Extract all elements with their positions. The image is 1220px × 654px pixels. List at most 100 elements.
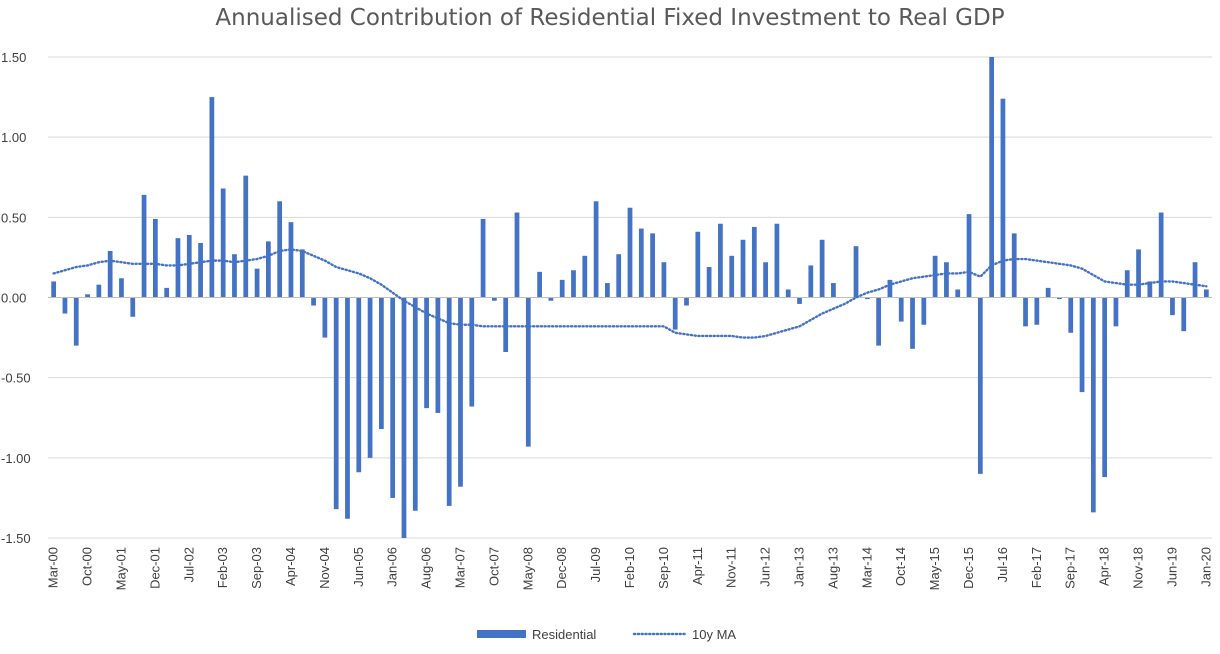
bar-residential <box>718 223 723 298</box>
bar-residential <box>265 241 271 298</box>
bar-residential <box>1011 233 1017 298</box>
bar-residential <box>367 297 373 458</box>
bar-residential <box>232 254 237 298</box>
x-tick-label: Sep-03 <box>249 547 264 589</box>
bar-residential <box>141 194 147 298</box>
x-tick-label: Feb-10 <box>622 547 637 588</box>
bar-residential <box>209 97 215 298</box>
bar-residential <box>729 255 735 298</box>
x-tick-label: Aug-06 <box>419 547 434 589</box>
bar-residential <box>966 214 972 298</box>
bar-residential <box>186 234 192 298</box>
bar-residential <box>96 284 102 298</box>
bar-residential <box>164 287 170 298</box>
bar-residential <box>1192 262 1198 298</box>
x-tick-label: May-01 <box>113 547 128 590</box>
bar-residential <box>695 231 701 298</box>
bar-residential <box>1102 297 1108 478</box>
bar-residential <box>525 297 531 447</box>
x-tick-label: Oct-00 <box>80 547 95 586</box>
bar-residential <box>797 297 802 304</box>
x-tick-label: Mar-14 <box>859 547 874 588</box>
bar-residential <box>1181 297 1187 332</box>
bar-residential <box>932 255 938 298</box>
x-tick-label: Apr-18 <box>1097 547 1112 586</box>
bar-residential <box>1147 281 1153 298</box>
bar-residential <box>1158 212 1164 298</box>
bar-residential <box>220 188 226 298</box>
y-tick-label: -1.00 <box>1 451 31 466</box>
bar-residential <box>119 278 124 298</box>
bar-residential <box>435 297 441 413</box>
bar-residential <box>1090 297 1096 513</box>
bar-residential <box>706 267 712 298</box>
bar-residential <box>412 297 418 511</box>
x-tick-label: Apr-11 <box>690 547 705 585</box>
bar-residential <box>650 233 655 298</box>
bar-residential <box>85 294 90 298</box>
bar-residential <box>1057 297 1062 300</box>
ma-line-layer <box>52 248 1208 339</box>
x-tick-label: Feb-03 <box>215 547 230 588</box>
bar-residential <box>390 297 396 498</box>
bar-residential <box>605 283 610 298</box>
bar-residential <box>593 201 599 298</box>
bar-residential <box>876 297 881 346</box>
x-tick-label: Dec-15 <box>961 547 976 589</box>
x-tick-label: Nov-04 <box>317 547 332 589</box>
bar-residential <box>333 297 339 510</box>
x-tick-label: Jan-06 <box>385 547 400 587</box>
bar-residential <box>379 297 384 429</box>
bar-residential <box>73 297 79 346</box>
bar-residential <box>299 249 305 298</box>
bar-residential <box>401 297 407 538</box>
bar-residential <box>1170 297 1175 316</box>
bar-residential <box>537 271 542 298</box>
bar-residential <box>254 268 260 298</box>
bar-residential <box>921 297 927 325</box>
y-tick-label: 1.00 <box>1 130 26 145</box>
bar-residential <box>345 297 350 519</box>
x-axis-ticks: Mar-00 Oct-00 May-01 Dec-01 Jul-02 Feb-03 Sep-… <box>46 547 1214 590</box>
x-tick-label: Dec-08 <box>554 547 569 589</box>
bar-residential <box>322 297 328 338</box>
bar-residential <box>503 297 509 353</box>
legend-swatch-residential <box>477 630 526 638</box>
bar-residential <box>1068 297 1074 333</box>
bar-residential <box>910 297 915 349</box>
bar-residential <box>1000 98 1006 298</box>
x-tick-label: Jun-05 <box>351 547 366 587</box>
bar-residential <box>989 57 995 298</box>
x-tick-label: Sep-17 <box>1063 547 1078 589</box>
bar-residential <box>864 297 870 300</box>
bar-residential <box>446 297 452 506</box>
x-tick-label: Jul-16 <box>995 547 1010 582</box>
bar-residential <box>763 262 768 298</box>
x-tick-label: Jul-02 <box>181 547 196 582</box>
x-tick-label: May-08 <box>520 547 535 590</box>
y-tick-label: -0.50 <box>1 371 31 386</box>
x-tick-label: Feb-17 <box>1029 547 1044 588</box>
bar-residential <box>1113 297 1119 327</box>
bar-residential <box>130 297 136 317</box>
legend-label-10y-ma: 10y MA <box>692 627 736 642</box>
bar-residential <box>819 239 825 298</box>
x-tick-label: Jan-20 <box>1198 547 1213 587</box>
bar-residential <box>311 297 316 306</box>
bar-residential <box>672 297 678 330</box>
bar-residential <box>887 279 893 298</box>
bar-residential <box>1045 287 1051 298</box>
chart-title: Annualised Contribution of Residential F… <box>215 5 1004 31</box>
bar-residential <box>548 297 554 301</box>
x-tick-label: Mar-07 <box>452 547 467 588</box>
bar-residential <box>469 297 475 407</box>
bar-residential <box>1079 297 1085 393</box>
bar-residential <box>785 289 791 298</box>
x-tick-label: Mar-00 <box>46 547 61 588</box>
bar-residential <box>514 212 520 298</box>
bar-residential <box>480 218 486 298</box>
y-tick-label: 1.50 <box>1 50 26 65</box>
bar-residential <box>1203 289 1209 298</box>
bar-residential <box>175 238 181 298</box>
x-tick-label: Jul-09 <box>588 547 603 582</box>
